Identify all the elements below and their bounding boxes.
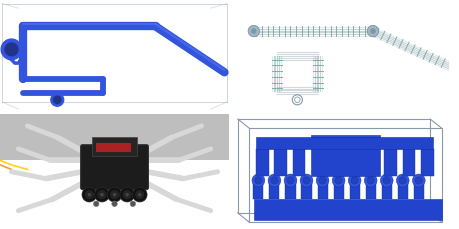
Circle shape [93,201,99,207]
Bar [333,180,343,199]
Bar [292,149,305,177]
Circle shape [119,188,134,202]
Circle shape [252,174,264,187]
Circle shape [247,26,259,38]
Bar [349,180,359,199]
Circle shape [411,174,424,187]
Circle shape [98,191,106,199]
Circle shape [123,191,131,199]
Circle shape [299,174,312,187]
Circle shape [396,174,408,187]
Circle shape [366,177,374,184]
Circle shape [270,177,278,184]
Bar [256,149,268,177]
Circle shape [302,177,309,184]
Bar [420,149,433,177]
Circle shape [112,193,116,197]
Circle shape [268,174,280,187]
Circle shape [364,174,376,187]
Circle shape [284,174,296,187]
Circle shape [107,188,122,202]
Circle shape [112,201,117,207]
Circle shape [350,177,358,184]
Bar [91,138,137,156]
Circle shape [398,177,405,184]
Bar [384,149,396,177]
Bar [253,180,263,199]
Bar [256,138,431,149]
Bar [0,115,229,161]
Circle shape [125,193,129,197]
Circle shape [347,174,360,187]
Circle shape [414,177,421,184]
Bar [413,180,423,199]
Circle shape [318,177,325,184]
Circle shape [251,29,256,35]
Bar [365,180,375,199]
Circle shape [85,191,93,199]
Bar [301,180,311,199]
Circle shape [110,191,118,199]
Bar [381,180,391,199]
Circle shape [315,174,328,187]
Bar [317,180,327,199]
Circle shape [1,40,22,60]
Bar [310,136,379,177]
Circle shape [87,193,91,197]
Circle shape [331,174,344,187]
Bar [285,180,295,199]
Circle shape [100,193,104,197]
Circle shape [132,188,147,202]
Circle shape [254,177,262,184]
Circle shape [382,177,390,184]
Circle shape [334,177,341,184]
Circle shape [366,26,378,38]
Circle shape [82,188,96,202]
Circle shape [5,44,18,57]
Circle shape [380,174,392,187]
Circle shape [95,188,109,202]
Bar [253,199,441,220]
Circle shape [54,97,61,104]
Bar [96,143,130,153]
Circle shape [369,29,375,35]
Bar [397,180,407,199]
Bar [402,149,414,177]
Circle shape [51,94,63,107]
Circle shape [138,193,141,197]
Circle shape [135,191,144,199]
Circle shape [130,201,135,207]
Bar [269,180,279,199]
Circle shape [286,177,293,184]
Bar [274,149,286,177]
FancyBboxPatch shape [80,145,148,190]
